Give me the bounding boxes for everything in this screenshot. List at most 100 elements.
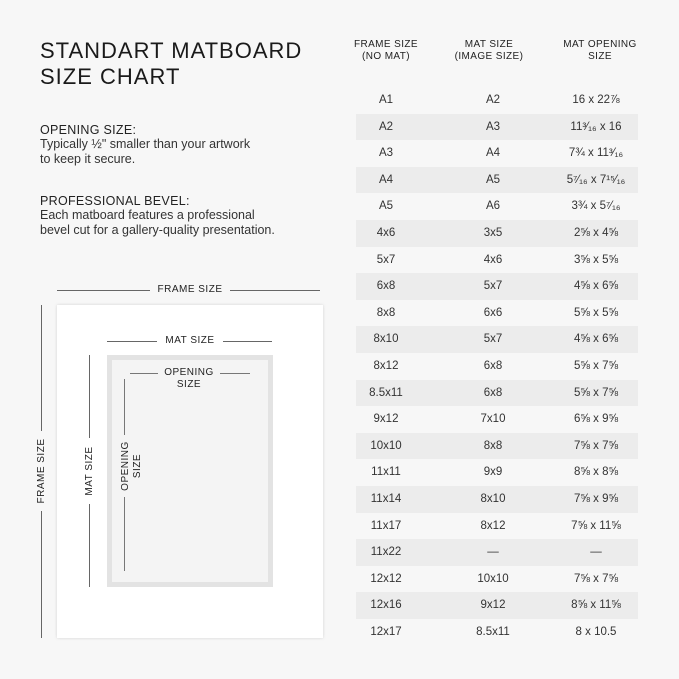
note-heading: OPENING SIZE: bbox=[40, 123, 137, 137]
mat-size-cell: A2 bbox=[485, 94, 501, 106]
frame-size-label-v: FRAME SIZE bbox=[36, 431, 48, 511]
opening-label-line: OPENING bbox=[120, 441, 131, 491]
mat-opening-cell: 7⅝ x 7⅝ bbox=[573, 572, 619, 585]
table-row: 12x16 9x12 8⅝ x 11⅝ bbox=[356, 592, 638, 619]
table-row: 10x10 8x8 7⅝ x 7⅝ bbox=[356, 432, 638, 460]
mat-size-cell: A3 bbox=[485, 120, 501, 133]
note-opening-size: OPENING SIZE: Typically ½" smaller than … bbox=[40, 123, 250, 167]
mat-opening-cell: 7⅝ x 11⅝ bbox=[571, 519, 621, 532]
mat-size-cell: A6 bbox=[485, 200, 501, 213]
frame-size-cell: A4 bbox=[378, 173, 394, 186]
table-row: A2 A3 11³⁄₁₆ x 16 bbox=[356, 113, 638, 141]
table-row: 11x11 9x9 8⅝ x 8⅝ bbox=[356, 459, 638, 486]
mat-opening-cell: 3⅝ x 5⅝ bbox=[573, 253, 619, 266]
mat-size-cell: 9x9 bbox=[483, 466, 503, 479]
note-text: bevel cut for a gallery-quality presenta… bbox=[40, 223, 275, 237]
mat-opening-cell: — bbox=[590, 546, 602, 559]
opening-label-line: SIZE bbox=[132, 453, 143, 479]
note-text: to keep it secure. bbox=[40, 152, 136, 166]
note-text: Each matboard features a professional bbox=[40, 208, 255, 222]
table-row: 9x12 7x10 6⅝ x 9⅝ bbox=[356, 406, 638, 433]
mat-opening-cell: 5⅝ x 5⅝ bbox=[573, 306, 619, 319]
mat-size-cell: 6x6 bbox=[483, 306, 503, 319]
note-heading: PROFESSIONAL BEVEL: bbox=[40, 194, 190, 208]
mat-opening-cell: 11³⁄₁₆ x 16 bbox=[570, 120, 622, 133]
mat-opening-cell: 5⅝ x 7⅝ bbox=[573, 386, 619, 399]
mat-opening-cell: 5⅝ x 7⅝ bbox=[573, 360, 619, 372]
frame-size-cell: 5x7 bbox=[376, 253, 396, 266]
mat-size-cell: 8.5x11 bbox=[476, 626, 510, 638]
frame-size-cell: 11x17 bbox=[370, 519, 402, 532]
frame-size-cell: 8x12 bbox=[373, 360, 399, 372]
table-row: A3 A4 7¾ x 11³⁄₁₆ bbox=[356, 140, 638, 167]
mat-opening-cell: 5⁷⁄₁₆ x 7¹⁵⁄₁₆ bbox=[566, 173, 626, 186]
table-row: 8x8 6x6 5⅝ x 5⅝ bbox=[356, 300, 638, 327]
frame-size-cell: A2 bbox=[378, 120, 394, 133]
mat-size-label-h: MAT SIZE bbox=[157, 335, 223, 347]
table-row: 11x14 8x10 7⅝ x 9⅝ bbox=[356, 486, 638, 513]
mat-size-cell: 5x7 bbox=[483, 280, 503, 293]
header-mat-size: MAT SIZE (IMAGE SIZE) bbox=[444, 39, 534, 63]
title-line-1: STANDART MATBOARD bbox=[40, 38, 303, 63]
frame-size-cell: A1 bbox=[378, 94, 394, 106]
table-row: 12x17 8.5x11 8 x 10.5 bbox=[356, 619, 638, 646]
table-row: A5 A6 3¾ x 5⁷⁄₁₆ bbox=[356, 193, 638, 220]
table-row: 11x22 — — bbox=[356, 539, 638, 566]
header-line: MAT OPENING bbox=[563, 39, 637, 50]
mat-size-cell: A4 bbox=[485, 147, 501, 160]
opening-label-line: SIZE bbox=[176, 379, 202, 390]
mat-opening-cell: 16 x 22⅞ bbox=[572, 94, 620, 106]
frame-size-cell: 12x17 bbox=[370, 626, 402, 638]
frame-size-cell: 4x6 bbox=[376, 227, 396, 239]
mat-opening-cell: 4⅝ x 6⅝ bbox=[573, 280, 619, 293]
table-row: 6x8 5x7 4⅝ x 6⅝ bbox=[356, 273, 638, 300]
mat-size-cell: 3x5 bbox=[483, 227, 503, 239]
mat-size-cell: 6x8 bbox=[483, 360, 503, 372]
header-line: MAT SIZE bbox=[464, 39, 514, 50]
frame-size-cell: 9x12 bbox=[373, 413, 399, 426]
page-title: STANDART MATBOARD SIZE CHART bbox=[40, 38, 302, 90]
mat-size-cell: A5 bbox=[485, 173, 501, 186]
header-mat-opening: MAT OPENING SIZE bbox=[550, 39, 650, 63]
frame-size-label-h: FRAME SIZE bbox=[150, 284, 230, 296]
header-line: (IMAGE SIZE) bbox=[454, 51, 524, 62]
table-row: A4 A5 5⁷⁄₁₆ x 7¹⁵⁄₁₆ bbox=[356, 166, 638, 194]
frame-size-cell: A3 bbox=[378, 147, 394, 160]
frame-size-cell: 11x11 bbox=[371, 466, 401, 479]
mat-opening-cell: 8 x 10.5 bbox=[575, 626, 617, 638]
table-row: 11x17 8x12 7⅝ x 11⅝ bbox=[356, 513, 638, 540]
mat-opening-cell: 6⅝ x 9⅝ bbox=[573, 413, 619, 426]
table-row: 12x12 10x10 7⅝ x 7⅝ bbox=[356, 566, 638, 593]
table-row: 8x10 5x7 4⅝ x 6⅝ bbox=[356, 326, 638, 353]
table-row: A1 A2 16 x 22⅞ bbox=[356, 87, 638, 114]
note-text: Typically ½" smaller than your artwork bbox=[40, 137, 251, 151]
frame-size-cell: 11x22 bbox=[370, 546, 402, 559]
mat-opening-cell: 8⅝ x 8⅝ bbox=[573, 466, 619, 479]
mat-size-cell: 6x8 bbox=[483, 386, 503, 399]
mat-opening-cell: 2⅝ x 4⅝ bbox=[573, 227, 619, 239]
header-line: SIZE bbox=[588, 51, 612, 62]
mat-opening-cell: 4⅝ x 6⅝ bbox=[573, 333, 619, 346]
header-frame-size: FRAME SIZE (NO MAT) bbox=[346, 39, 426, 63]
header-line: FRAME SIZE bbox=[353, 39, 418, 50]
mat-size-cell: 9x12 bbox=[480, 599, 506, 612]
opening-label-line: OPENING bbox=[164, 367, 214, 378]
header-line: (NO MAT) bbox=[361, 51, 410, 62]
mat-opening-cell: 7⅝ x 7⅝ bbox=[573, 439, 619, 452]
frame-size-cell: 11x14 bbox=[370, 493, 402, 505]
frame-size-cell: 8.5x11 bbox=[369, 386, 403, 399]
opening-size-label-h: OPENING SIZE bbox=[158, 367, 220, 391]
table-row: 4x6 3x5 2⅝ x 4⅝ bbox=[356, 220, 638, 247]
mat-size-cell: 8x12 bbox=[480, 519, 506, 532]
mat-size-cell: 8x10 bbox=[480, 493, 506, 505]
frame-size-cell: 12x16 bbox=[370, 599, 402, 612]
mat-size-cell: 7x10 bbox=[480, 413, 506, 426]
mat-size-label-v: MAT SIZE bbox=[84, 438, 96, 504]
frame-size-cell: 8x8 bbox=[376, 306, 396, 319]
frame-size-cell: 6x8 bbox=[376, 280, 396, 293]
table-row: 8x12 6x8 5⅝ x 7⅝ bbox=[356, 353, 638, 380]
frame-size-cell: 12x12 bbox=[370, 572, 402, 585]
mat-opening-cell: 3¾ x 5⁷⁄₁₆ bbox=[571, 200, 621, 213]
mat-size-cell: — bbox=[487, 546, 499, 559]
opening-size-label-v: OPENING SIZE bbox=[120, 435, 144, 497]
